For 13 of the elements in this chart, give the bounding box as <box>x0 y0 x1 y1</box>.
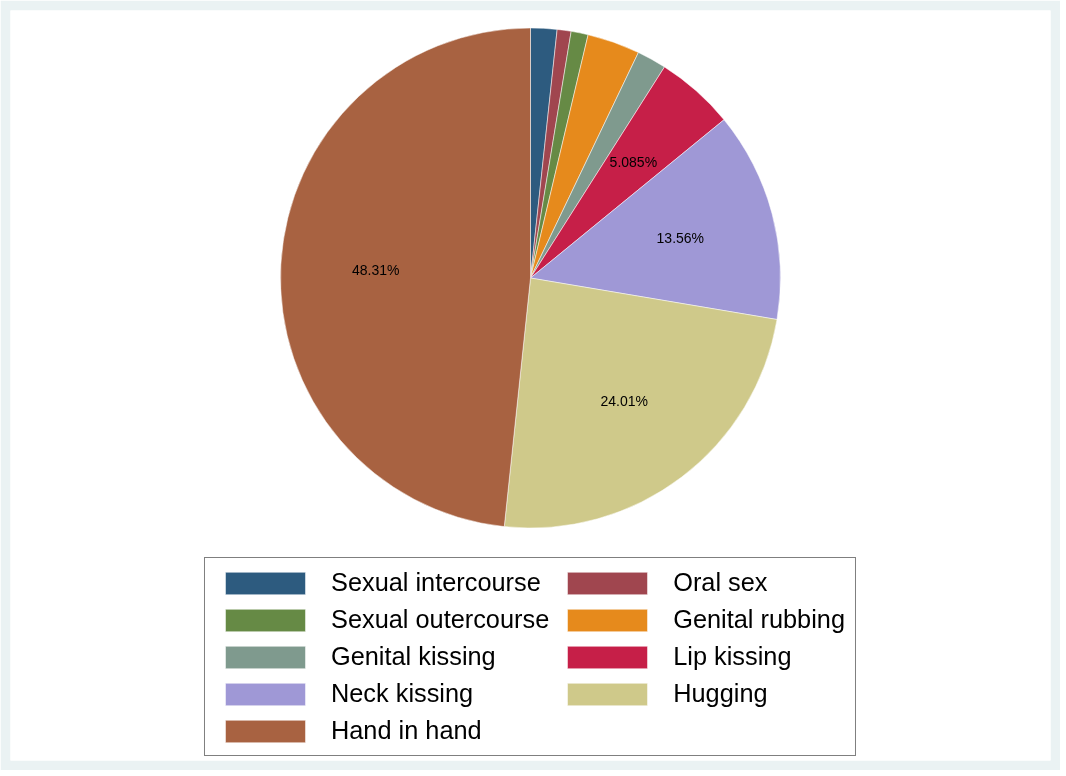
data-label: 13.56% <box>656 230 705 247</box>
legend-label: Genital rubbing <box>673 605 846 634</box>
legend-label: Oral sex <box>673 568 768 597</box>
data-label: 5.085% <box>609 154 658 171</box>
data-label: 24.01% <box>600 393 648 410</box>
legend-label: Hand in hand <box>330 716 482 745</box>
legend-label: Lip kissing <box>673 642 792 671</box>
data-label: 48.31% <box>351 261 400 278</box>
legend-label: Neck kissing <box>330 679 474 708</box>
legend-label: Sexual intercourse <box>330 568 541 597</box>
legend-label: Hugging <box>673 679 768 708</box>
legend-label: Genital kissing <box>330 642 496 671</box>
legend-label: Sexual outercourse <box>330 605 550 634</box>
